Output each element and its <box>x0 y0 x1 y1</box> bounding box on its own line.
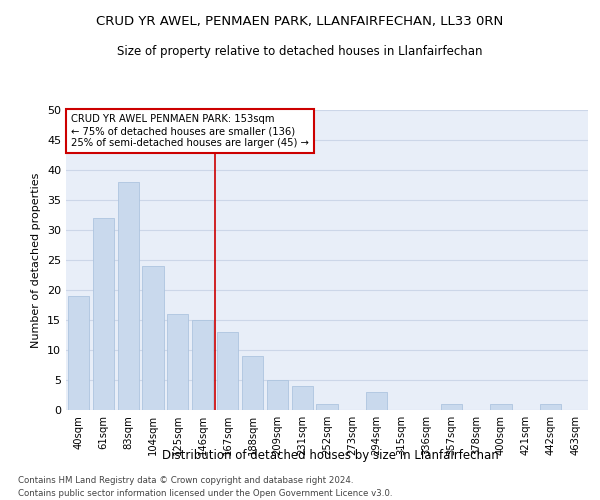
Bar <box>441 404 462 410</box>
Text: Size of property relative to detached houses in Llanfairfechan: Size of property relative to detached ho… <box>117 45 483 58</box>
Bar <box>192 320 213 410</box>
Y-axis label: Number of detached properties: Number of detached properties <box>31 172 41 348</box>
Bar <box>490 404 512 410</box>
Bar <box>217 332 238 410</box>
Bar <box>540 404 561 410</box>
Text: Contains public sector information licensed under the Open Government Licence v3: Contains public sector information licen… <box>18 488 392 498</box>
Bar <box>267 380 288 410</box>
Text: Contains HM Land Registry data © Crown copyright and database right 2024.: Contains HM Land Registry data © Crown c… <box>18 476 353 485</box>
Bar <box>118 182 139 410</box>
Bar <box>292 386 313 410</box>
Bar <box>142 266 164 410</box>
Text: CRUD YR AWEL PENMAEN PARK: 153sqm
← 75% of detached houses are smaller (136)
25%: CRUD YR AWEL PENMAEN PARK: 153sqm ← 75% … <box>71 114 309 148</box>
Bar <box>68 296 89 410</box>
Bar <box>167 314 188 410</box>
Bar <box>366 392 387 410</box>
Bar <box>316 404 338 410</box>
Text: CRUD YR AWEL, PENMAEN PARK, LLANFAIRFECHAN, LL33 0RN: CRUD YR AWEL, PENMAEN PARK, LLANFAIRFECH… <box>97 15 503 28</box>
Bar <box>93 218 114 410</box>
Text: Distribution of detached houses by size in Llanfairfechan: Distribution of detached houses by size … <box>161 448 499 462</box>
Bar <box>242 356 263 410</box>
